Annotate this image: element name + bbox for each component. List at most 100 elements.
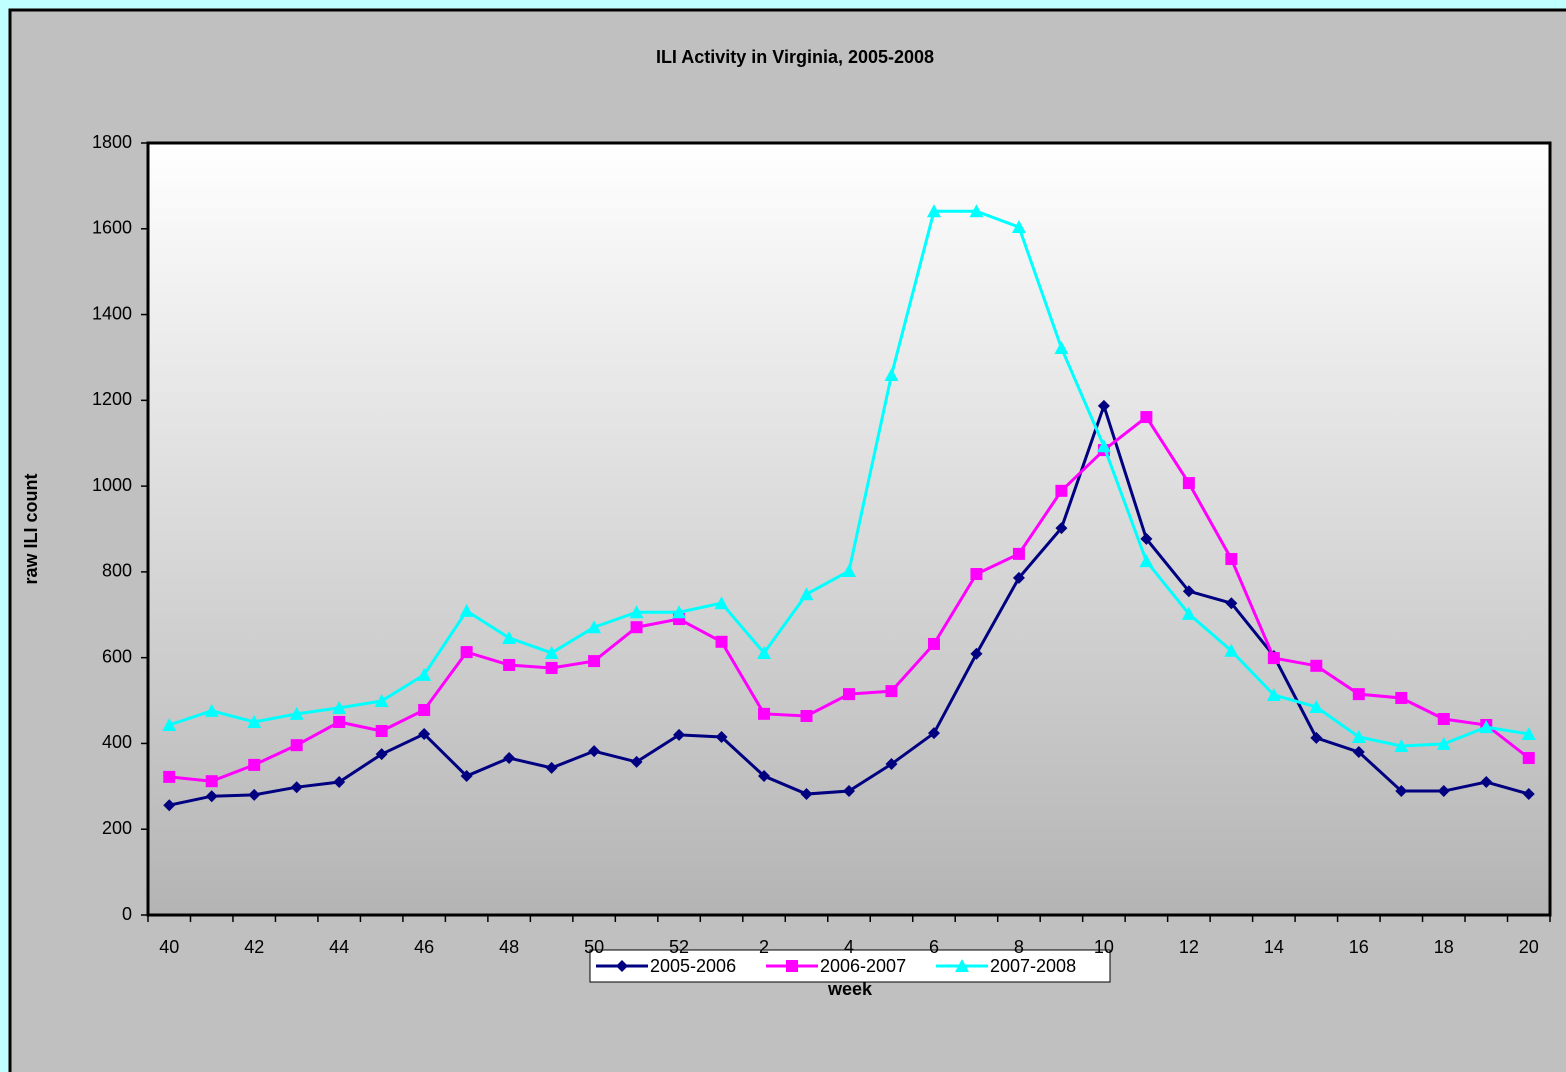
marker bbox=[927, 637, 940, 650]
marker bbox=[588, 655, 601, 668]
legend-box bbox=[589, 949, 1111, 983]
marker bbox=[1310, 731, 1323, 744]
marker bbox=[374, 693, 389, 707]
marker bbox=[248, 788, 261, 801]
marker bbox=[163, 770, 176, 783]
marker bbox=[204, 703, 219, 717]
marker bbox=[1225, 597, 1238, 610]
marker bbox=[1437, 785, 1450, 798]
marker bbox=[800, 709, 813, 722]
x-tick-label: 12 bbox=[1179, 937, 1199, 957]
legend-marker bbox=[786, 960, 798, 972]
marker bbox=[1140, 411, 1153, 424]
y-tick-label: 1200 bbox=[92, 389, 132, 409]
marker bbox=[1395, 785, 1408, 798]
marker bbox=[714, 596, 729, 610]
marker bbox=[1054, 341, 1069, 355]
marker bbox=[1139, 554, 1154, 568]
marker bbox=[758, 707, 771, 720]
x-tick-label: 10 bbox=[1094, 937, 1114, 957]
marker bbox=[970, 647, 983, 660]
marker bbox=[885, 758, 898, 771]
marker bbox=[1012, 571, 1025, 584]
marker bbox=[672, 605, 687, 619]
plot-area bbox=[146, 141, 1552, 917]
legend-label: 2006-2007 bbox=[820, 956, 906, 976]
marker bbox=[290, 739, 303, 752]
y-tick-label: 1400 bbox=[92, 303, 132, 323]
marker bbox=[375, 748, 388, 761]
marker bbox=[247, 715, 262, 728]
marker bbox=[289, 706, 304, 720]
x-tick-label: 20 bbox=[1519, 937, 1539, 957]
legend-label: 2007-2008 bbox=[990, 956, 1076, 976]
legend-marker bbox=[955, 959, 969, 972]
marker bbox=[630, 755, 643, 768]
marker bbox=[715, 635, 728, 648]
marker bbox=[375, 725, 388, 738]
x-tick-label: 44 bbox=[329, 937, 349, 957]
x-axis-label: week bbox=[827, 979, 873, 999]
x-tick-label: 50 bbox=[584, 937, 604, 957]
marker bbox=[1521, 727, 1536, 741]
marker bbox=[248, 758, 261, 771]
x-tick-label: 4 bbox=[844, 937, 854, 957]
marker bbox=[1012, 547, 1025, 560]
marker bbox=[1055, 484, 1068, 497]
marker bbox=[1351, 730, 1366, 744]
marker bbox=[885, 685, 898, 698]
marker bbox=[1011, 220, 1026, 234]
marker bbox=[502, 630, 517, 644]
y-tick-label: 1000 bbox=[92, 475, 132, 495]
marker bbox=[588, 745, 601, 758]
marker bbox=[1479, 720, 1494, 734]
marker bbox=[418, 703, 431, 716]
marker bbox=[843, 785, 855, 798]
marker bbox=[290, 781, 303, 794]
marker bbox=[800, 788, 813, 801]
marker bbox=[460, 646, 473, 659]
marker bbox=[162, 718, 177, 732]
marker bbox=[1225, 553, 1238, 566]
y-tick-label: 0 bbox=[122, 904, 132, 924]
marker bbox=[503, 658, 516, 671]
marker bbox=[927, 727, 940, 740]
y-tick-label: 400 bbox=[102, 732, 132, 752]
x-tick-label: 2 bbox=[759, 937, 769, 957]
marker bbox=[673, 728, 686, 741]
marker bbox=[1436, 736, 1451, 750]
y-tick-label: 1800 bbox=[92, 132, 132, 152]
marker bbox=[758, 770, 771, 783]
marker bbox=[459, 603, 474, 617]
marker bbox=[1096, 439, 1111, 453]
marker bbox=[205, 790, 218, 803]
marker bbox=[970, 568, 983, 581]
marker bbox=[630, 621, 643, 634]
marker bbox=[545, 761, 558, 774]
x-tick-label: 48 bbox=[499, 937, 519, 957]
marker bbox=[1181, 606, 1196, 620]
x-tick-label: 42 bbox=[244, 937, 264, 957]
marker bbox=[969, 204, 984, 218]
marker bbox=[544, 645, 559, 659]
marker bbox=[843, 688, 855, 701]
marker bbox=[1395, 691, 1408, 704]
legend-marker bbox=[616, 960, 628, 972]
marker bbox=[1182, 477, 1195, 490]
marker bbox=[417, 667, 432, 681]
marker bbox=[332, 700, 347, 714]
marker bbox=[333, 716, 346, 728]
x-tick-label: 40 bbox=[159, 937, 179, 957]
marker bbox=[842, 564, 856, 578]
marker bbox=[205, 775, 218, 788]
marker bbox=[799, 587, 814, 601]
marker bbox=[1309, 699, 1324, 713]
marker bbox=[1267, 652, 1280, 665]
marker bbox=[587, 620, 602, 634]
marker bbox=[1352, 688, 1365, 701]
chart-title: ILI Activity in Virginia, 2005-2008 bbox=[656, 47, 934, 67]
y-tick-label: 600 bbox=[102, 646, 132, 666]
x-tick-label: 52 bbox=[669, 937, 689, 957]
marker bbox=[926, 204, 941, 218]
